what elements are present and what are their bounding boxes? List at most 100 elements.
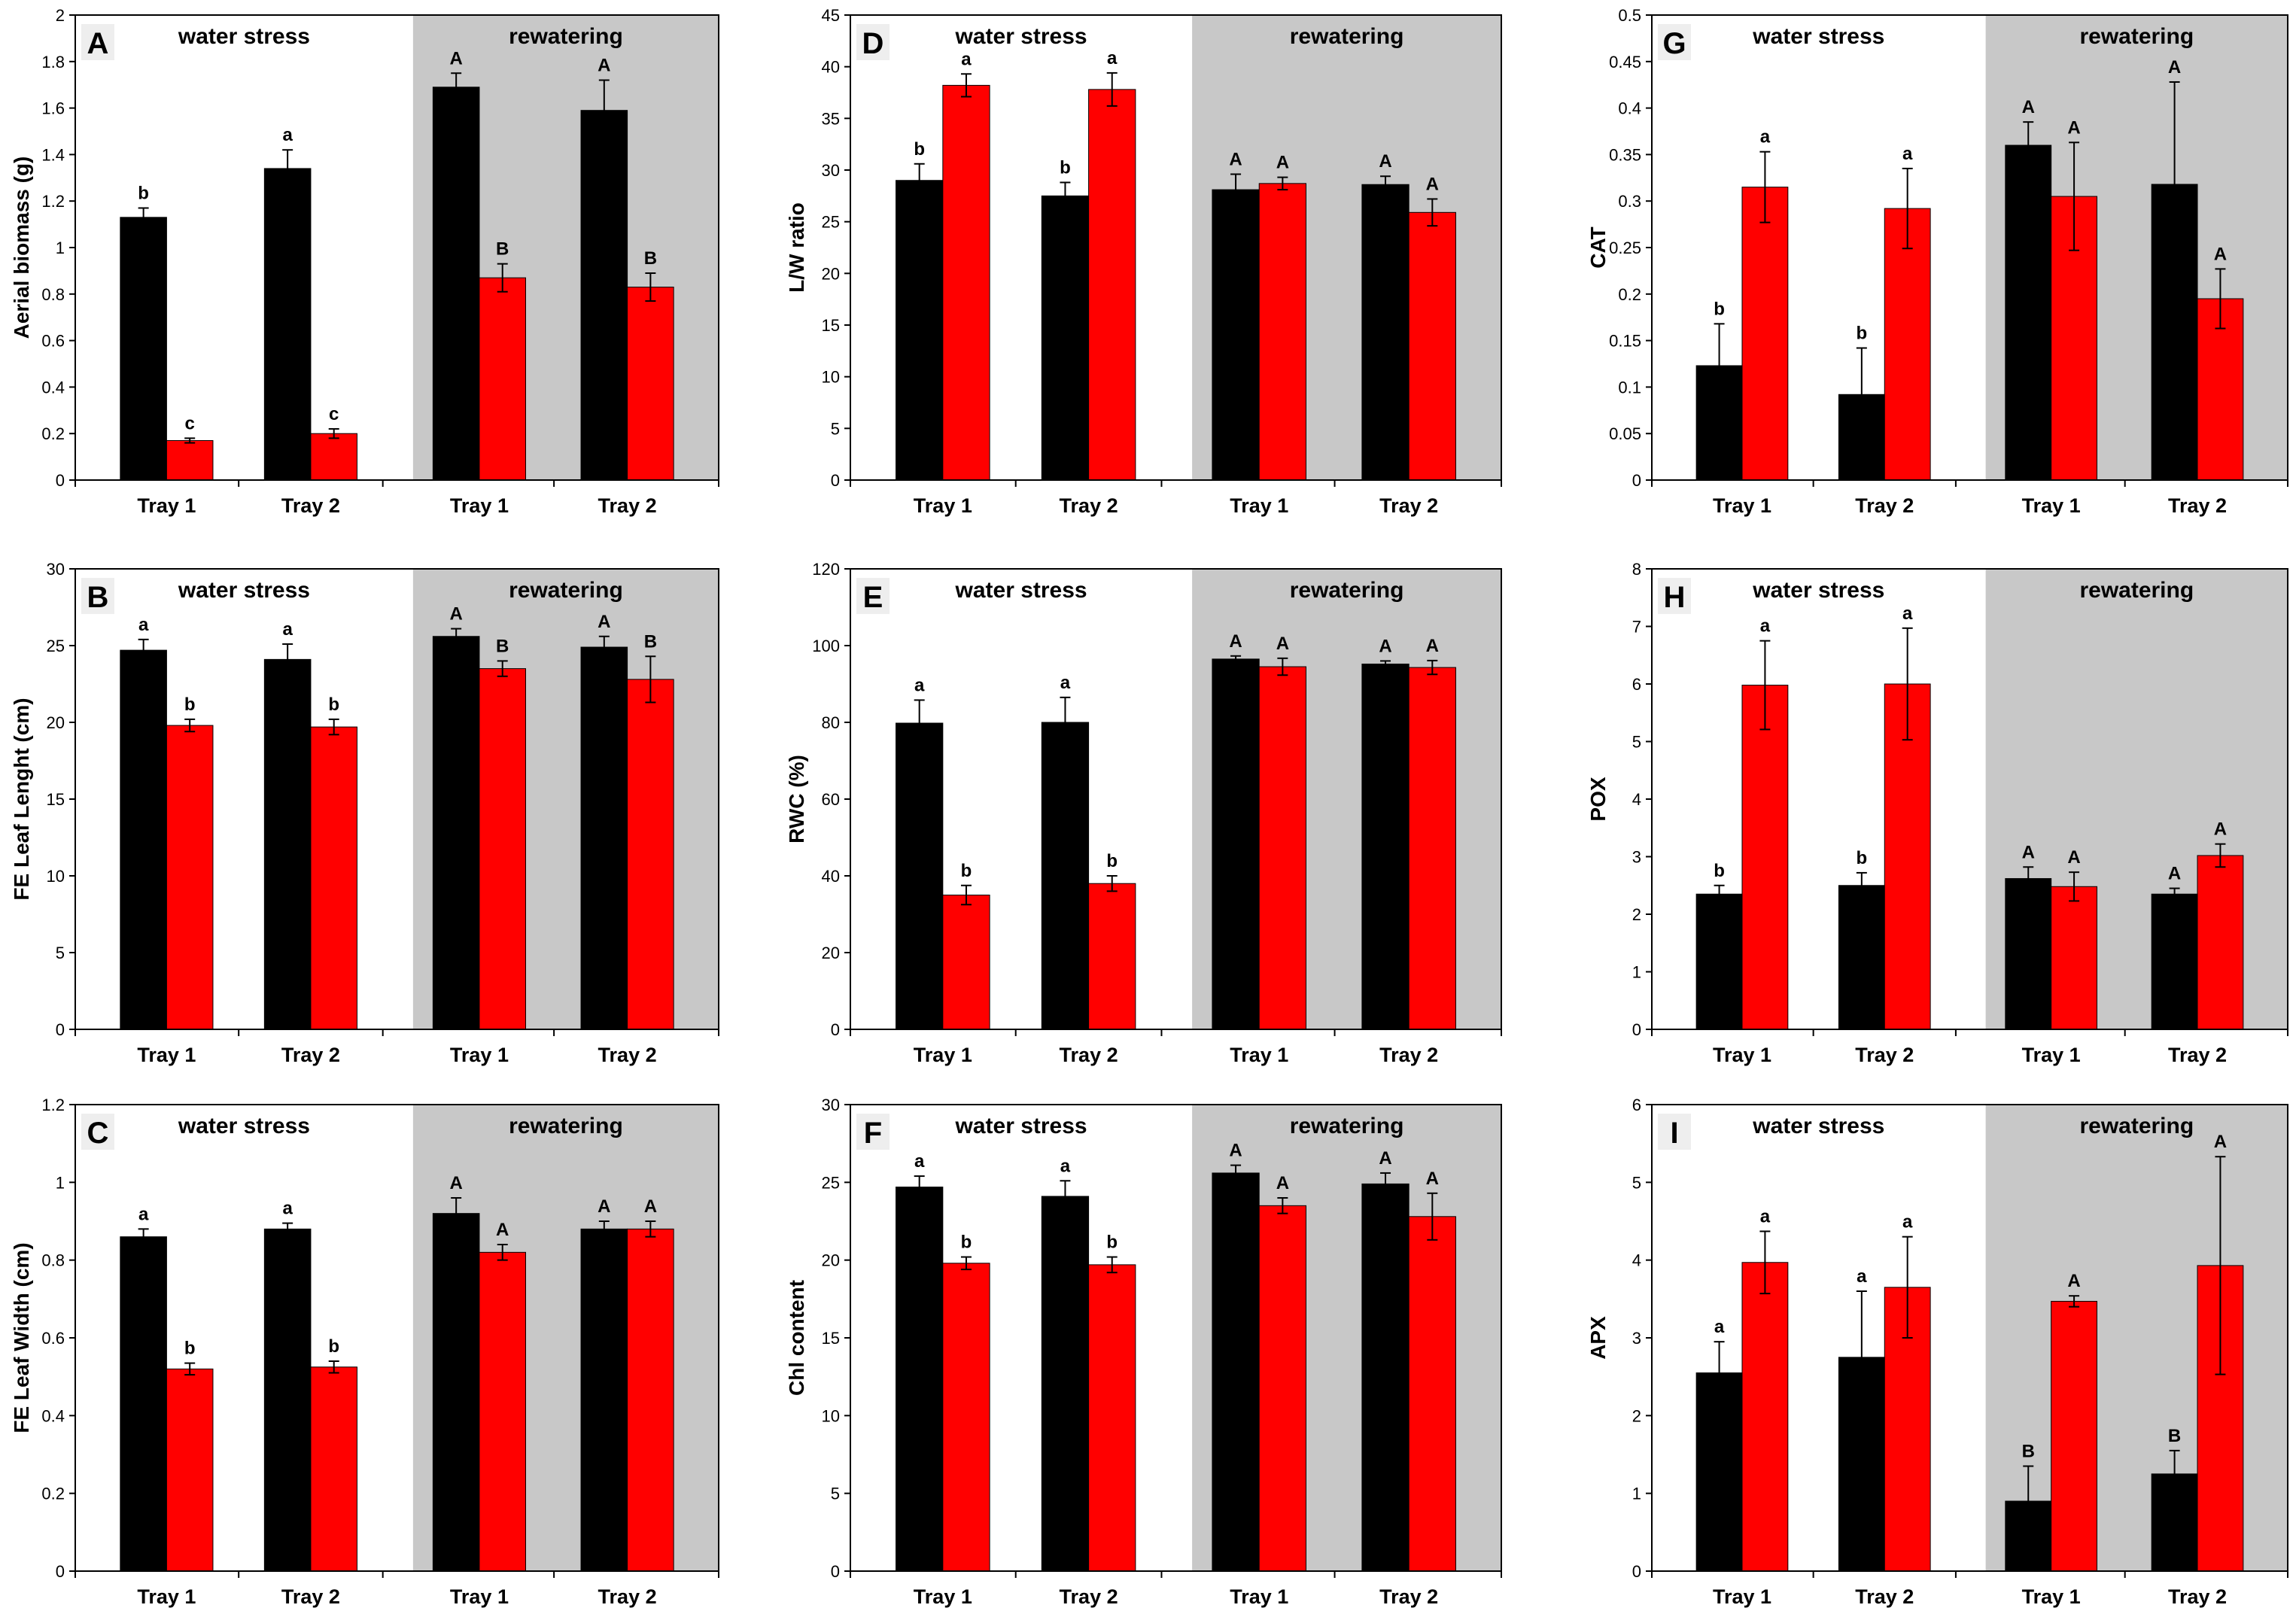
significance-label: a <box>282 619 293 640</box>
bar-treated-3 <box>1258 666 1306 1030</box>
y-tick-label: 7 <box>1632 618 1641 637</box>
bar-control-1 <box>896 1187 944 1572</box>
bar-treated-4 <box>2197 855 2244 1030</box>
bar-control-1 <box>120 649 167 1030</box>
bar-treated-1 <box>942 895 990 1030</box>
bar-control-3 <box>1212 189 1260 481</box>
x-category-label: Tray 1 <box>914 1044 972 1066</box>
y-tick-label: 5 <box>831 419 840 438</box>
panel-h: water stress rewatering Hb b A Aa a A A 0 1 2 3 4 5 6 7 8… <box>1586 560 2288 1066</box>
y-tick-label: 25 <box>47 637 65 655</box>
y-axis-label-h: POX <box>1586 777 1610 821</box>
period-label-rewatering: rewatering <box>509 578 623 603</box>
x-category-label: Tray 1 <box>1713 494 1771 517</box>
bar-treated-3 <box>1258 183 1306 481</box>
significance-label: a <box>138 615 149 635</box>
y-tick-label: 60 <box>822 790 840 809</box>
panel-letter-b: B <box>87 581 109 614</box>
bar-control-3 <box>432 1213 480 1572</box>
bar-control-1 <box>1695 1372 1743 1572</box>
x-category-label: Tray 1 <box>914 1585 972 1608</box>
significance-label: B <box>2168 1426 2181 1446</box>
y-tick-label: 1 <box>56 1173 65 1192</box>
panel-f: water stress rewatering Fa a A Ab b A A 0 5 10 15 20 2… <box>785 1096 1502 1608</box>
y-tick-label: 6 <box>1632 1096 1641 1114</box>
x-category-label: Tray 1 <box>450 1585 509 1608</box>
x-category-label: Tray 2 <box>1060 494 1118 517</box>
bar-control-4 <box>1361 663 1410 1030</box>
bar-treated-1 <box>1741 685 1789 1030</box>
y-tick-label: 0 <box>56 471 65 490</box>
x-category-label: Tray 1 <box>914 494 972 517</box>
bar-treated-3 <box>1258 1205 1306 1572</box>
panel-letter-c: C <box>87 1117 109 1150</box>
y-tick-label: 20 <box>822 1251 840 1270</box>
bar-control-1 <box>896 722 944 1030</box>
y-tick-label: 0 <box>1632 1562 1641 1581</box>
y-tick-label: 2 <box>1632 905 1641 924</box>
period-label-rewatering: rewatering <box>509 1114 623 1138</box>
significance-label: b <box>961 861 972 881</box>
panel-letter-box <box>1658 578 1691 614</box>
significance-label: A <box>449 48 462 68</box>
significance-label: A <box>2022 842 2035 862</box>
significance-label: A <box>449 1173 462 1193</box>
x-category-label: Tray 2 <box>2168 1044 2227 1066</box>
bar-treated-1 <box>166 1368 214 1572</box>
y-axis-label-e: RWC (%) <box>785 755 808 843</box>
bar-control-2 <box>263 1228 312 1572</box>
bar-treated-1 <box>942 84 990 481</box>
bar-control-2 <box>1041 722 1090 1030</box>
y-tick-label: 10 <box>822 1406 840 1425</box>
panel-letter-box <box>856 578 890 614</box>
significance-label: A <box>1379 636 1391 656</box>
y-tick-label: 0.25 <box>1609 239 1641 257</box>
significance-label: b <box>1714 299 1725 319</box>
bar-control-4 <box>1361 184 1410 481</box>
significance-label: a <box>914 675 925 695</box>
significance-label: A <box>2067 117 2080 138</box>
panel-letter-f: F <box>864 1117 882 1150</box>
significance-label: b <box>914 139 925 160</box>
period-label-rewatering: rewatering <box>2079 578 2194 603</box>
significance-label: A <box>2067 847 2080 868</box>
y-tick-label: 1.2 <box>41 192 65 211</box>
x-category-label: Tray 2 <box>2168 494 2227 517</box>
significance-label: A <box>1276 1173 1289 1193</box>
significance-label: A <box>2214 819 2227 840</box>
x-category-label: Tray 1 <box>137 1044 196 1066</box>
x-category-label: Tray 2 <box>1060 1585 1118 1608</box>
y-tick-label: 15 <box>822 316 840 335</box>
significance-label: a <box>1857 1266 1867 1287</box>
x-category-label: Tray 1 <box>450 494 509 517</box>
y-tick-label: 0.2 <box>41 1485 65 1503</box>
significance-label: A <box>1276 153 1289 173</box>
significance-label: a <box>282 1199 293 1219</box>
y-tick-label: 4 <box>1632 790 1641 809</box>
y-tick-label: 10 <box>47 867 65 886</box>
significance-label: A <box>2214 244 2227 264</box>
y-tick-label: 1.4 <box>41 145 65 164</box>
y-tick-label: 40 <box>822 58 840 77</box>
bar-treated-3 <box>479 1251 527 1572</box>
period-label-water-stress: water stress <box>178 24 310 49</box>
significance-label: A <box>598 56 610 76</box>
y-tick-label: 5 <box>831 1485 840 1503</box>
panel-letter-box <box>81 1114 114 1150</box>
x-category-label: Tray 1 <box>1713 1044 1771 1066</box>
significance-label: A <box>2067 1271 2080 1291</box>
y-tick-label: 40 <box>822 867 840 886</box>
panel-letter-box <box>81 578 114 614</box>
bar-control-3 <box>1212 1172 1260 1572</box>
y-tick-label: 0.3 <box>1618 192 1641 211</box>
significance-label: b <box>1857 323 1868 343</box>
y-tick-label: 2 <box>56 6 65 25</box>
bar-treated-1 <box>166 439 214 481</box>
x-category-label: Tray 2 <box>1379 1585 1438 1608</box>
y-tick-label: 1 <box>56 239 65 257</box>
y-tick-label: 0.5 <box>1618 6 1641 25</box>
y-tick-label: 25 <box>822 213 840 232</box>
period-label-water-stress: water stress <box>178 578 310 603</box>
bar-treated-2 <box>1884 208 1931 481</box>
significance-label: b <box>1857 848 1868 868</box>
